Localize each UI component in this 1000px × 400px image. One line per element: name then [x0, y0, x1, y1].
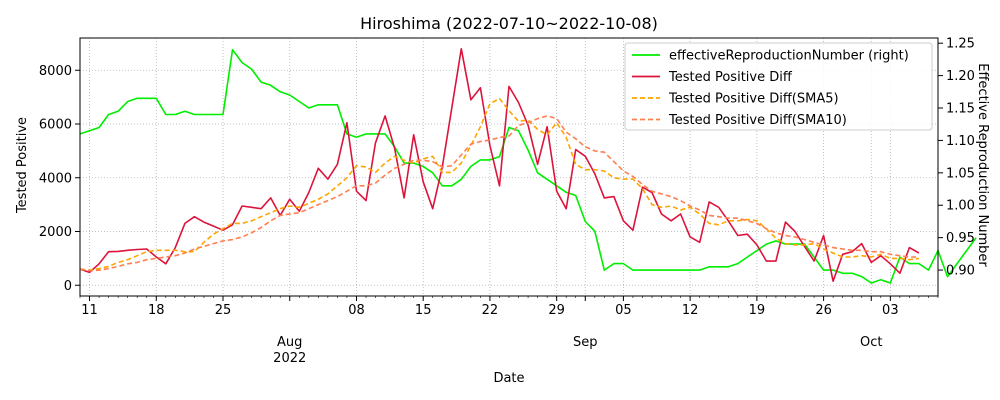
- legend-label: Tested Positive Diff(SMA10): [668, 113, 847, 128]
- x-tick-label: 05: [615, 303, 632, 318]
- legend-box: [624, 42, 933, 131]
- x-tick-label: 26: [815, 303, 832, 318]
- y-right-tick-label: 1.15: [946, 102, 975, 117]
- x-tick-label: 22: [482, 303, 499, 318]
- series-line-0: [79, 48, 977, 284]
- x-tick-label: 29: [548, 303, 565, 318]
- x-axis-label: Date: [493, 371, 524, 386]
- y-right-tick-label: 1.00: [946, 199, 975, 214]
- x-tick-label: 08: [348, 303, 365, 318]
- y-axis-right-label: Effective Reproduction Number: [975, 63, 990, 267]
- series-line-3: [79, 115, 919, 272]
- series-line-2: [79, 97, 920, 272]
- y-tick-label: 4000: [39, 171, 72, 186]
- legend-label: effectiveReproductionNumber (right): [669, 49, 909, 64]
- x-tick-label: 25: [215, 303, 232, 318]
- x-tick-label: 19: [749, 303, 766, 318]
- x-tick-label: 18: [148, 303, 165, 318]
- x-tick-label: 03: [882, 303, 899, 318]
- y-axis-label: Tested Positive: [15, 117, 30, 214]
- y-axis-right: 0.90 0.95 1.00 1.05 1.10 1.15 1.20 1.25: [938, 37, 975, 279]
- chart-title: Hiroshima (2022-07-10~2022-10-08): [360, 14, 658, 33]
- series-line-1: [79, 47, 920, 283]
- x-tick-label: 11: [81, 303, 98, 318]
- y-tick-label: 0: [64, 279, 72, 294]
- legend-label: Tested Positive Diff: [668, 70, 793, 85]
- y-right-tick-label: 1.25: [946, 37, 975, 52]
- y-tick-label: 6000: [39, 118, 72, 133]
- y-right-tick-label: 0.90: [946, 264, 975, 279]
- x-tick-label: Sep: [573, 335, 598, 350]
- y-right-tick-label: 1.05: [946, 166, 975, 181]
- x-tick-label: Aug: [277, 335, 302, 350]
- y-right-tick-label: 0.95: [946, 231, 975, 246]
- y-tick-label: 8000: [39, 64, 72, 79]
- legend-label: Tested Positive Diff(SMA5): [668, 92, 839, 107]
- y-right-tick-label: 1.20: [946, 69, 975, 84]
- x-tick-label: 15: [415, 303, 432, 318]
- legend: effectiveReproductionNumber (right) Teste…: [624, 42, 933, 131]
- x-tick-label: 12: [682, 303, 699, 318]
- series-lines: [79, 47, 977, 284]
- y-axis-left: 0 2000 4000 6000 8000: [39, 64, 80, 294]
- x-tick-label: 2022: [273, 351, 306, 366]
- y-tick-label: 2000: [39, 225, 72, 240]
- x-tick-label: Oct: [860, 335, 882, 350]
- y-right-tick-label: 1.10: [946, 134, 975, 149]
